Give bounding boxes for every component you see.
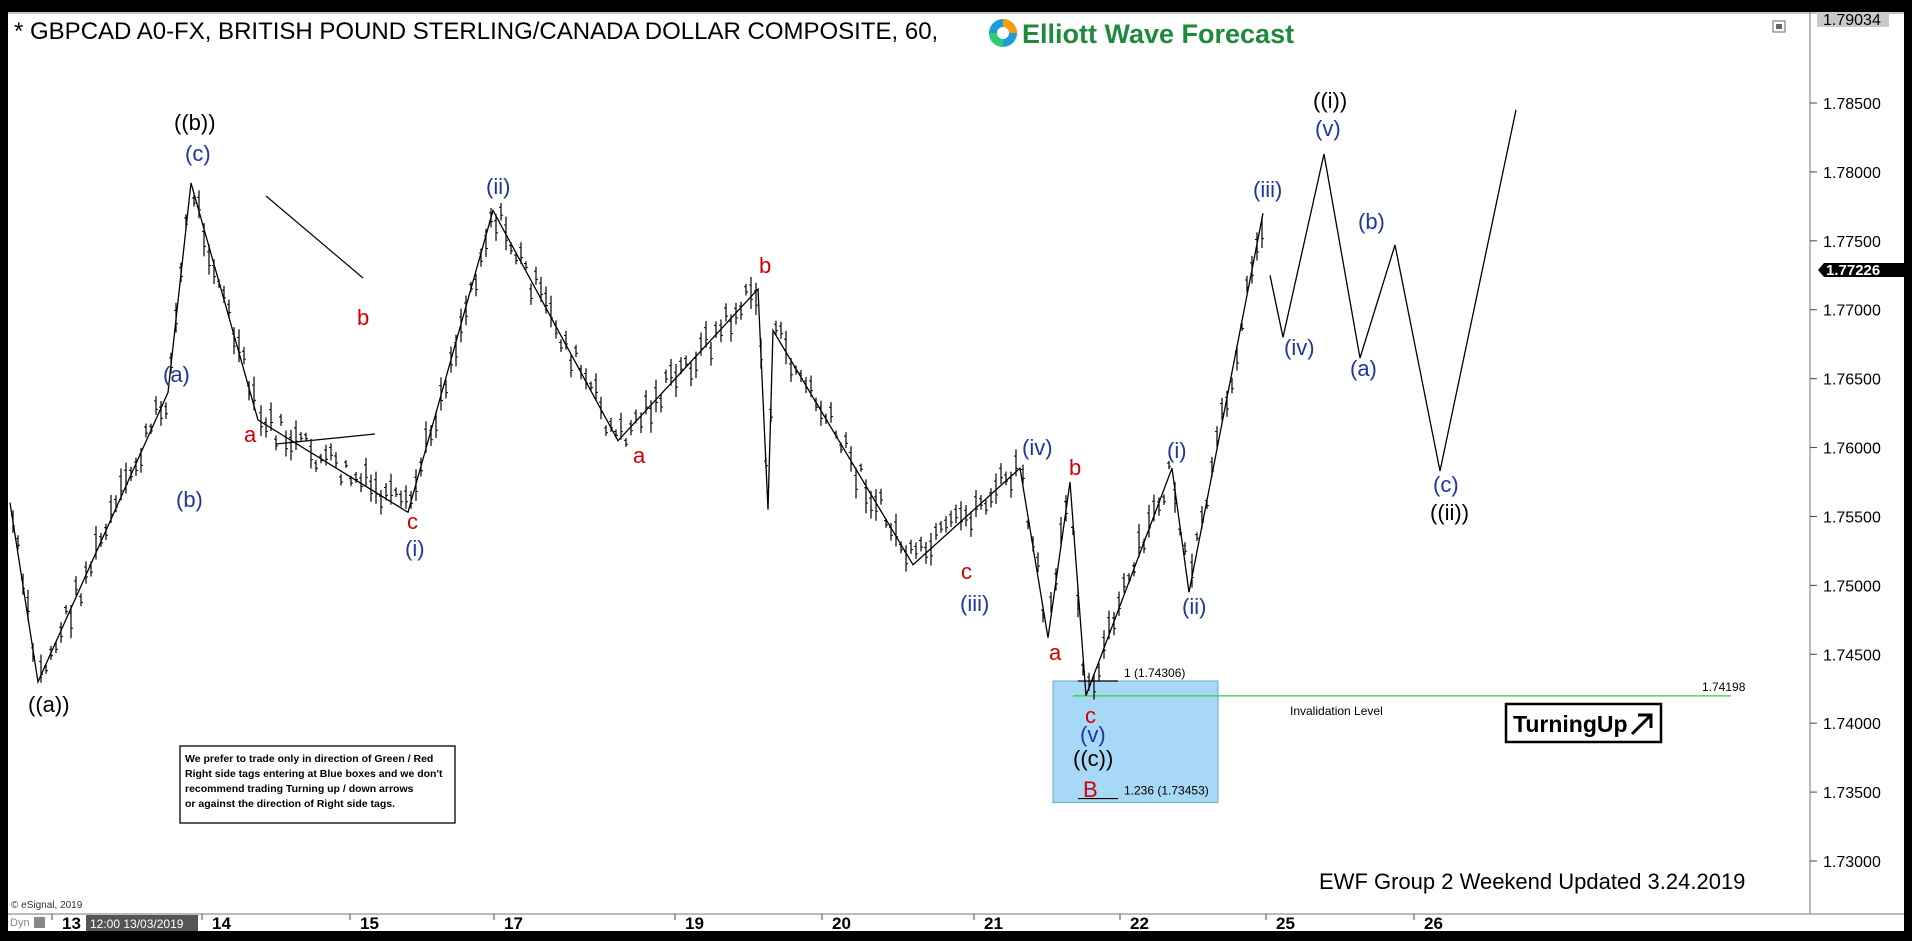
arrow-up-right-icon (1630, 713, 1653, 736)
time-axis: 13 14 15 17 19 20 21 22 25 26 (51, 914, 1443, 931)
price-tick-label: 1.78000 (1823, 165, 1881, 182)
wave-label: (iv) (1284, 335, 1315, 360)
price-tick-label: 1.77000 (1823, 303, 1881, 320)
brand-logo: Elliott Wave Forecast (989, 19, 1294, 49)
window-restore-icon[interactable] (1772, 20, 1786, 33)
price-path (9, 182, 1264, 696)
logo-swirl-center (997, 27, 1009, 39)
price-chart[interactable]: * GBPCAD A0-FX, BRITISH POUND STERLING/C… (8, 12, 1904, 931)
turning-up-badge: TurningUp (1504, 702, 1663, 744)
triangle-upper-line (265, 195, 364, 279)
chart-frame: * GBPCAD A0-FX, BRITISH POUND STERLING/C… (8, 12, 1904, 931)
window-restore-icon-inner (1776, 24, 1782, 29)
disclaimer-line-2: Right side tags entering at Blue boxes a… (185, 768, 443, 780)
fib-level-label: 1.236 (1.73453) (1124, 784, 1209, 798)
price-axis: 1.73000 1.73500 1.74000 1.74500 1.75000 1.755… (1810, 96, 1881, 871)
wave-label: a (633, 443, 646, 468)
wave-label: (c) (185, 141, 211, 166)
wave-label: B (1083, 777, 1098, 802)
wave-label: ((b)) (174, 110, 216, 135)
time-cursor-tag (86, 915, 198, 931)
wave-label: b (1069, 455, 1081, 480)
invalidation-text: Invalidation Level (1290, 704, 1383, 718)
wave-label: (b) (176, 487, 203, 512)
time-tick-label: 17 (504, 914, 523, 931)
dyn-toggle-icon[interactable] (34, 917, 45, 928)
wave-label: a (1049, 640, 1062, 665)
time-tick-label: 21 (984, 914, 1003, 931)
top-price-label: 1.79034 (1823, 12, 1881, 29)
wave-label: (iii) (1253, 177, 1282, 202)
blue-target-box (1052, 680, 1219, 804)
price-tick-label: 1.76500 (1823, 372, 1881, 389)
wave-label: (a) (1350, 356, 1377, 381)
copyright-label: © eSignal, 2019 (11, 900, 83, 911)
price-tick-label: 1.75000 (1823, 578, 1881, 595)
wave-label: ((i)) (1313, 88, 1347, 113)
wave-label: (iv) (1022, 435, 1053, 460)
current-price-label: 1.77226 (1826, 262, 1880, 279)
disclaimer-box: We prefer to trade only in direction of … (179, 745, 456, 824)
wave-label: (v) (1315, 116, 1341, 141)
disclaimer-line-4: or against the direction of Right side t… (185, 798, 395, 810)
wave-label: ((ii)) (1430, 500, 1469, 525)
wave-label: (ii) (1182, 594, 1206, 619)
wave-label: c (407, 509, 418, 534)
wave-labels: ((a))((b))(c)(a)(b)abc(i)(ii)abc(iii)(iv… (28, 88, 1469, 802)
triangle-lower-line (275, 433, 376, 445)
wave-label: b (357, 305, 369, 330)
current-price-marker (1818, 263, 1904, 277)
wave-label: (i) (405, 536, 425, 561)
price-tick-label: 1.74000 (1823, 716, 1881, 733)
wave-label: (c) (1433, 472, 1459, 497)
price-tick-label: 1.74500 (1823, 647, 1881, 664)
wave-label: b (759, 253, 771, 278)
wave-label: (iii) (960, 591, 989, 616)
price-tick-label: 1.78500 (1823, 96, 1881, 113)
projection-path (1269, 109, 1517, 472)
time-tick-label: 22 (1130, 914, 1149, 931)
time-tick-label: 13 (62, 914, 81, 931)
update-footer: EWF Group 2 Weekend Updated 3.24.2019 (1319, 869, 1745, 894)
disclaimer-line-3: recommend trading Turning up / down arro… (185, 783, 414, 795)
wave-label: c (1085, 703, 1096, 728)
dyn-label: Dyn (10, 917, 30, 929)
wave-label: ((c)) (1073, 746, 1113, 771)
price-tick-label: 1.73000 (1823, 854, 1881, 871)
time-tick-label: 14 (212, 914, 231, 931)
wave-label: a (244, 422, 257, 447)
price-tick-label: 1.77500 (1823, 234, 1881, 251)
current-price-tag: 1.77226 (1818, 262, 1904, 279)
invalidation-value: 1.74198 (1702, 680, 1746, 694)
wave-label: (ii) (486, 174, 510, 199)
turning-up-frame (1504, 702, 1663, 744)
disclaimer-line-1: We prefer to trade only in direction of … (185, 753, 433, 765)
wave-label: (b) (1358, 209, 1385, 234)
wave-label: (v) (1080, 722, 1106, 747)
time-tick-label: 26 (1424, 914, 1443, 931)
time-cursor-label: 12:00 13/03/2019 (90, 917, 184, 931)
time-tick-label: 19 (685, 914, 704, 931)
wave-label: c (961, 559, 972, 584)
turning-up-text: TurningUp (1513, 711, 1628, 737)
chart-title: * GBPCAD A0-FX, BRITISH POUND STERLING/C… (14, 18, 938, 45)
brand-name: Elliott Wave Forecast (1022, 19, 1294, 49)
wave-label: ((a)) (28, 692, 70, 717)
price-tick-label: 1.76000 (1823, 441, 1881, 458)
top-price-tag (1817, 12, 1889, 27)
wave-label: (a) (163, 362, 190, 387)
price-tick-label: 1.73500 (1823, 785, 1881, 802)
price-tick-label: 1.75500 (1823, 509, 1881, 526)
price-bars (11, 190, 1264, 700)
time-tick-label: 15 (360, 914, 379, 931)
fib-levels: 1 (1.74306) 1.236 (1.73453) (1078, 666, 1209, 800)
time-tick-label: 20 (832, 914, 851, 931)
wave-label: (i) (1167, 438, 1187, 463)
disclaimer-frame (179, 745, 456, 824)
time-tick-label: 25 (1276, 914, 1295, 931)
fib-level-label: 1 (1.74306) (1124, 666, 1185, 680)
